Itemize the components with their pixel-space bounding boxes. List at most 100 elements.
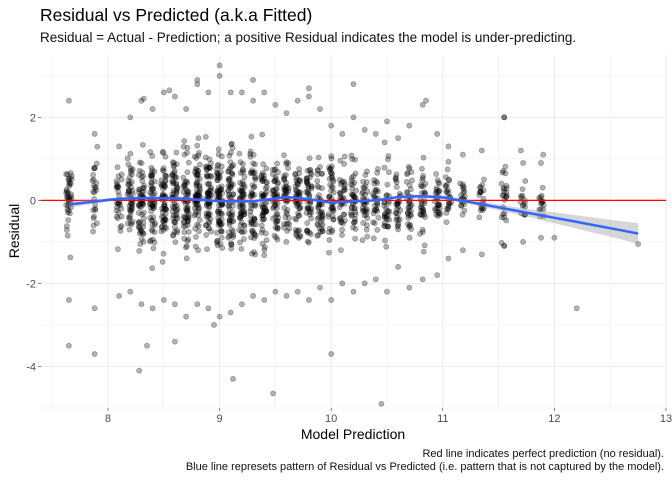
data-point bbox=[208, 173, 215, 180]
data-point bbox=[149, 217, 156, 224]
data-point bbox=[384, 118, 390, 125]
data-point bbox=[328, 153, 335, 160]
data-point bbox=[183, 313, 189, 320]
data-point bbox=[326, 193, 333, 200]
data-point bbox=[308, 183, 315, 190]
data-point bbox=[328, 122, 335, 129]
data-point bbox=[195, 247, 201, 253]
data-point bbox=[261, 246, 268, 253]
data-point bbox=[171, 338, 178, 345]
data-point bbox=[162, 215, 169, 222]
data-point bbox=[315, 154, 322, 161]
data-point bbox=[371, 207, 378, 213]
data-point bbox=[161, 202, 168, 209]
data-point bbox=[118, 205, 125, 212]
data-point bbox=[162, 216, 169, 223]
data-point bbox=[328, 174, 335, 181]
data-point bbox=[206, 190, 212, 197]
data-point bbox=[304, 220, 311, 226]
data-point bbox=[444, 166, 451, 173]
data-point bbox=[196, 182, 203, 189]
data-point bbox=[230, 218, 237, 224]
data-point bbox=[445, 158, 452, 165]
data-point bbox=[282, 183, 289, 189]
data-point bbox=[148, 183, 155, 189]
data-point bbox=[148, 180, 155, 186]
data-point bbox=[158, 177, 165, 184]
data-point bbox=[225, 193, 232, 200]
data-point bbox=[305, 181, 311, 188]
data-point bbox=[503, 189, 510, 196]
data-point bbox=[136, 247, 143, 254]
data-point bbox=[273, 218, 280, 225]
data-point bbox=[118, 213, 125, 220]
data-point bbox=[159, 167, 166, 173]
data-point bbox=[247, 153, 254, 160]
data-point bbox=[158, 228, 165, 235]
data-point bbox=[91, 165, 97, 172]
data-point bbox=[314, 167, 321, 174]
data-point bbox=[261, 244, 268, 251]
data-point bbox=[272, 173, 279, 180]
data-point bbox=[67, 179, 73, 186]
data-point bbox=[478, 189, 484, 195]
data-point bbox=[203, 202, 210, 209]
data-point bbox=[501, 243, 508, 249]
data-point bbox=[170, 163, 177, 170]
data-point bbox=[328, 187, 334, 194]
data-point bbox=[325, 211, 332, 217]
data-point bbox=[182, 214, 189, 221]
data-point bbox=[351, 205, 358, 212]
data-point bbox=[326, 225, 333, 232]
data-point bbox=[477, 189, 483, 196]
data-point bbox=[181, 229, 188, 236]
data-point bbox=[208, 184, 215, 191]
data-point bbox=[459, 151, 466, 158]
data-point bbox=[262, 185, 269, 192]
data-point bbox=[251, 230, 258, 237]
data-point bbox=[239, 161, 246, 167]
data-point bbox=[226, 152, 233, 159]
data-point bbox=[182, 205, 189, 212]
data-point bbox=[435, 210, 442, 216]
data-point bbox=[362, 172, 369, 178]
data-point bbox=[215, 146, 222, 153]
data-point bbox=[135, 220, 142, 226]
data-point bbox=[184, 169, 191, 175]
data-point bbox=[476, 214, 483, 221]
data-point bbox=[91, 164, 98, 171]
data-point bbox=[573, 305, 580, 312]
data-point bbox=[194, 190, 201, 196]
data-point bbox=[294, 180, 301, 187]
data-point bbox=[272, 202, 278, 208]
data-point bbox=[319, 228, 326, 235]
data-point bbox=[203, 163, 210, 170]
data-point bbox=[67, 175, 73, 182]
data-point bbox=[128, 207, 135, 213]
data-point bbox=[408, 226, 415, 232]
data-point bbox=[241, 228, 248, 235]
data-point bbox=[195, 208, 202, 215]
data-point bbox=[362, 183, 369, 190]
data-point bbox=[305, 239, 312, 246]
data-point bbox=[140, 173, 147, 180]
data-point bbox=[518, 194, 525, 201]
data-point bbox=[445, 143, 452, 150]
data-point bbox=[283, 179, 289, 186]
data-point bbox=[275, 214, 281, 221]
data-point bbox=[237, 187, 243, 193]
data-point bbox=[185, 228, 192, 235]
data-point bbox=[91, 213, 97, 220]
data-point bbox=[252, 232, 259, 239]
data-point bbox=[173, 190, 180, 197]
data-point bbox=[304, 238, 311, 245]
data-point bbox=[275, 169, 281, 175]
data-point bbox=[181, 214, 188, 221]
data-point bbox=[480, 187, 487, 194]
data-point bbox=[434, 205, 441, 212]
data-point bbox=[461, 188, 468, 195]
data-point bbox=[236, 214, 243, 221]
data-point bbox=[118, 171, 125, 178]
data-point bbox=[392, 175, 399, 182]
data-point bbox=[394, 201, 400, 208]
